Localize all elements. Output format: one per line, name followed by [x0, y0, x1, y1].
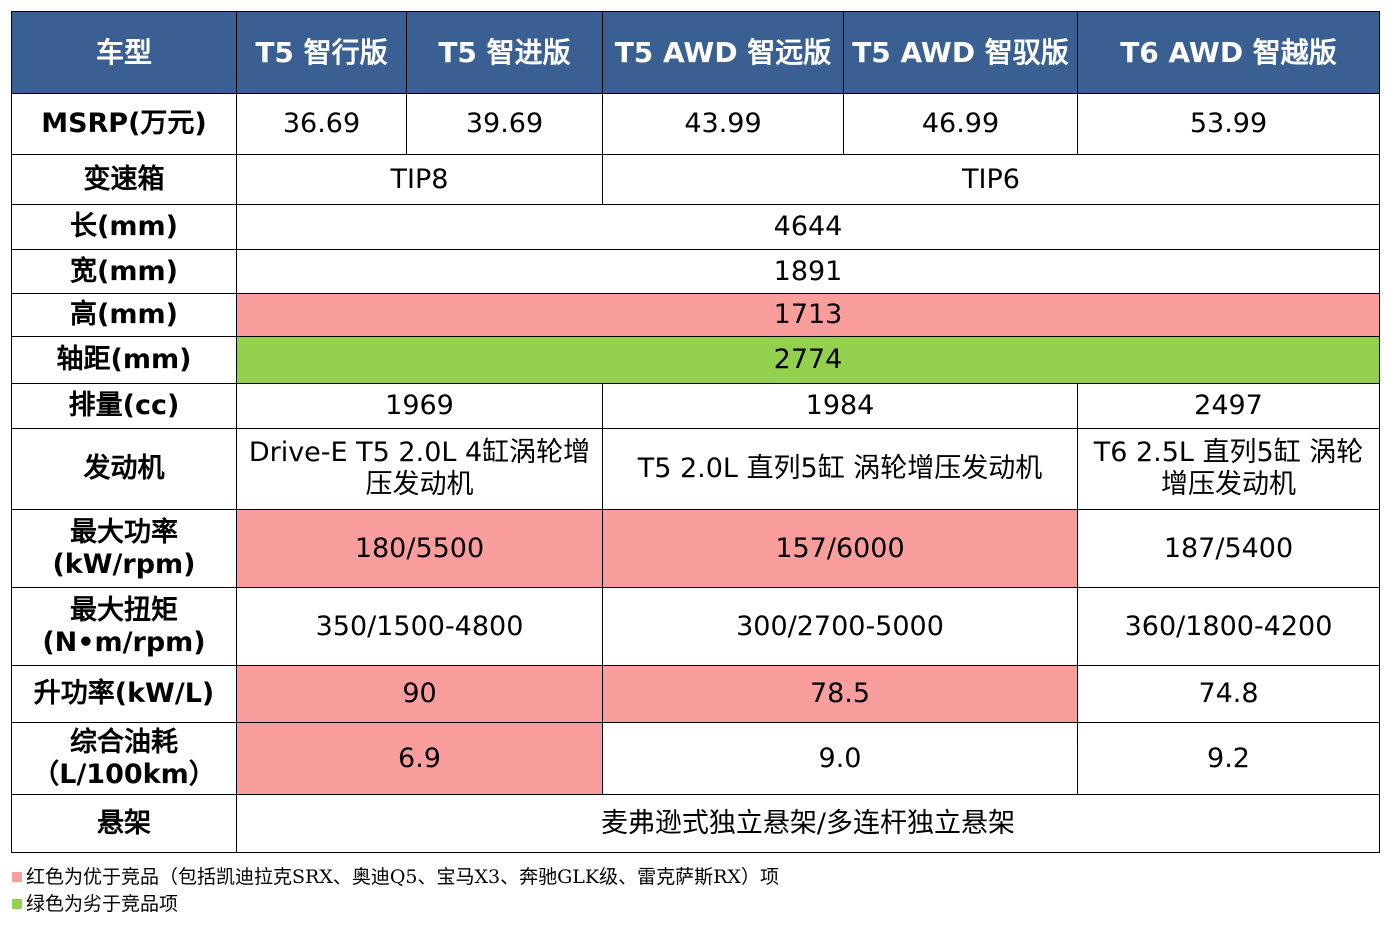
row-label: 排量(cc) — [11, 383, 237, 429]
row-wheelbase: 轴距(mm) 2774 — [11, 336, 1380, 384]
cell-gearbox-t5: TIP8 — [236, 154, 603, 205]
row-label: 最大功率(kW/rpm) — [11, 509, 237, 588]
row-height: 高(mm) 1713 — [11, 293, 1380, 337]
cell-fuel-2: 9.0 — [602, 722, 1078, 795]
row-label: 综合油耗（L/100km） — [11, 722, 237, 795]
cell-specific-power-3: 74.8 — [1077, 665, 1380, 723]
cell-specific-power-1: 90 — [236, 665, 603, 723]
row-gearbox: 变速箱 TIP8 TIP6 — [11, 154, 1380, 205]
row-label: 悬架 — [11, 794, 237, 853]
cell-fuel-1: 6.9 — [236, 722, 603, 795]
cell-engine-2: T5 2.0L 直列5缸 涡轮增压发动机 — [602, 428, 1078, 510]
header-t5-awd-zhiyuan: T5 AWD 智远版 — [602, 11, 844, 94]
row-width: 宽(mm) 1891 — [11, 249, 1380, 294]
red-swatch — [12, 872, 22, 882]
row-power: 最大功率(kW/rpm) 180/5500 157/6000 187/5400 — [11, 509, 1380, 588]
header-row: 车型 T5 智行版 T5 智进版 T5 AWD 智远版 T5 AWD 智驭版 T… — [11, 11, 1380, 94]
row-suspension: 悬架 麦弗逊式独立悬架/多连杆独立悬架 — [11, 794, 1380, 853]
cell-displacement-3: 2497 — [1077, 383, 1380, 429]
row-engine: 发动机 Drive-E T5 2.0L 4缸涡轮增压发动机 T5 2.0L 直列… — [11, 428, 1380, 510]
row-label: 发动机 — [11, 428, 237, 510]
row-label: 高(mm) — [11, 293, 237, 337]
row-fuel: 综合油耗（L/100km） 6.9 9.0 9.2 — [11, 722, 1380, 795]
row-label: MSRP(万元) — [11, 93, 237, 155]
cell-suspension: 麦弗逊式独立悬架/多连杆独立悬架 — [236, 794, 1380, 853]
legend-green: 绿色为劣于竞品项 — [12, 893, 178, 915]
header-t5-awd-zhiyu: T5 AWD 智驭版 — [843, 11, 1078, 94]
cell-msrp-2: 39.69 — [406, 93, 603, 155]
cell-wheelbase: 2774 — [236, 336, 1380, 384]
header-t6-awd-zhiyue: T6 AWD 智越版 — [1077, 11, 1380, 94]
cell-msrp-5: 53.99 — [1077, 93, 1380, 155]
row-label: 最大扭矩(N•m/rpm) — [11, 587, 237, 666]
cell-gearbox-awd: TIP6 — [602, 154, 1380, 205]
cell-power-3: 187/5400 — [1077, 509, 1380, 588]
vehicle-spec-table: 车型 T5 智行版 T5 智进版 T5 AWD 智远版 T5 AWD 智驭版 T… — [11, 11, 1380, 853]
row-specific-power: 升功率(kW/L) 90 78.5 74.8 — [11, 665, 1380, 723]
cell-displacement-1: 1969 — [236, 383, 603, 429]
header-t5-zhixing: T5 智行版 — [236, 11, 407, 94]
cell-msrp-1: 36.69 — [236, 93, 407, 155]
cell-torque-3: 360/1800-4200 — [1077, 587, 1380, 666]
cell-fuel-3: 9.2 — [1077, 722, 1380, 795]
cell-engine-1: Drive-E T5 2.0L 4缸涡轮增压发动机 — [236, 428, 603, 510]
row-label: 变速箱 — [11, 154, 237, 205]
cell-specific-power-2: 78.5 — [602, 665, 1078, 723]
cell-power-1: 180/5500 — [236, 509, 603, 588]
row-label: 宽(mm) — [11, 249, 237, 294]
cell-height: 1713 — [236, 293, 1380, 337]
cell-length: 4644 — [236, 204, 1380, 250]
row-label: 轴距(mm) — [11, 336, 237, 384]
cell-width: 1891 — [236, 249, 1380, 294]
cell-engine-3: T6 2.5L 直列5缸 涡轮增压发动机 — [1077, 428, 1380, 510]
green-swatch — [12, 899, 22, 909]
cell-torque-1: 350/1500-4800 — [236, 587, 603, 666]
cell-power-2: 157/6000 — [602, 509, 1078, 588]
row-displacement: 排量(cc) 1969 1984 2497 — [11, 383, 1380, 429]
cell-displacement-2: 1984 — [602, 383, 1078, 429]
legend-red-text: 红色为优于竞品（包括凯迪拉克SRX、奥迪Q5、宝马X3、奔驰GLK级、雷克萨斯R… — [26, 866, 779, 888]
header-t5-zhijin: T5 智进版 — [406, 11, 603, 94]
row-length: 长(mm) 4644 — [11, 204, 1380, 250]
row-torque: 最大扭矩(N•m/rpm) 350/1500-4800 300/2700-500… — [11, 587, 1380, 666]
row-label: 升功率(kW/L) — [11, 665, 237, 723]
legend-red: 红色为优于竞品（包括凯迪拉克SRX、奥迪Q5、宝马X3、奔驰GLK级、雷克萨斯R… — [12, 866, 779, 888]
cell-msrp-4: 46.99 — [843, 93, 1078, 155]
cell-msrp-3: 43.99 — [602, 93, 844, 155]
row-label: 长(mm) — [11, 204, 237, 250]
cell-torque-2: 300/2700-5000 — [602, 587, 1078, 666]
legend-green-text: 绿色为劣于竞品项 — [26, 893, 179, 915]
row-msrp: MSRP(万元) 36.69 39.69 43.99 46.99 53.99 — [11, 93, 1380, 155]
header-model: 车型 — [11, 11, 237, 94]
